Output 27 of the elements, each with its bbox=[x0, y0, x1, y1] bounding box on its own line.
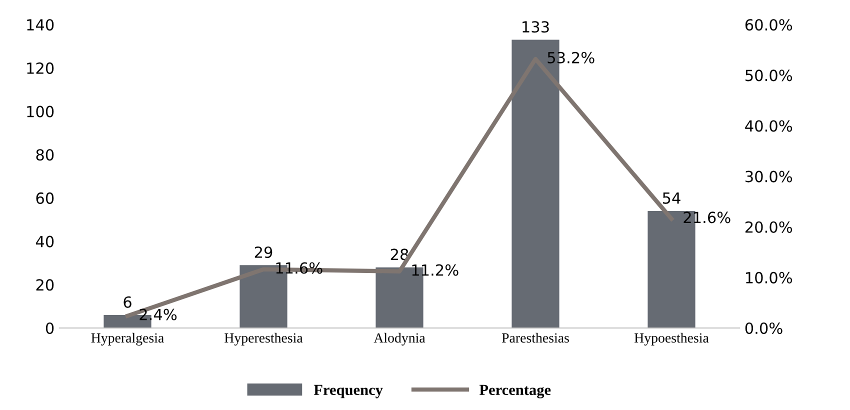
y-tick-label: 140 bbox=[27, 19, 54, 31]
y2-tick-label: 0.0% bbox=[745, 322, 782, 334]
data-label: 2.4% bbox=[140, 308, 177, 320]
y-tick-label: 40 bbox=[36, 236, 54, 248]
y-tick-label: 0 bbox=[46, 322, 54, 334]
data-label: 54 bbox=[662, 192, 680, 204]
legend-label: Frequency bbox=[314, 384, 383, 398]
y2-tick-label: 50.0% bbox=[746, 70, 792, 82]
y-tick-label: 20 bbox=[36, 279, 54, 291]
data-label: 133 bbox=[522, 21, 549, 33]
y-tick-label: 80 bbox=[36, 149, 54, 161]
y2-tick-label: 30.0% bbox=[746, 170, 792, 182]
y-tick-label: 100 bbox=[27, 106, 54, 118]
y2-tick-label: 20.0% bbox=[745, 221, 792, 233]
y-tick-label: 120 bbox=[27, 62, 54, 74]
x-tick-label: Hypoesthesia bbox=[634, 332, 709, 346]
y2-tick-label: 40.0% bbox=[745, 120, 792, 132]
x-tick-label: Paresthesias bbox=[502, 332, 569, 343]
x-tick-label: Hyperalgesia bbox=[91, 332, 164, 346]
legend-label: Percentage bbox=[479, 384, 551, 398]
y-tick-label: 60 bbox=[36, 192, 54, 204]
y2-tick-label: 10.0% bbox=[746, 272, 792, 284]
x-tick-label: Alodynia bbox=[374, 332, 426, 346]
x-tick-label: Hyperesthesia bbox=[224, 332, 303, 346]
data-label: 6 bbox=[124, 296, 132, 308]
data-label: 29 bbox=[254, 246, 272, 258]
y2-tick-label: 60.0% bbox=[745, 19, 792, 31]
